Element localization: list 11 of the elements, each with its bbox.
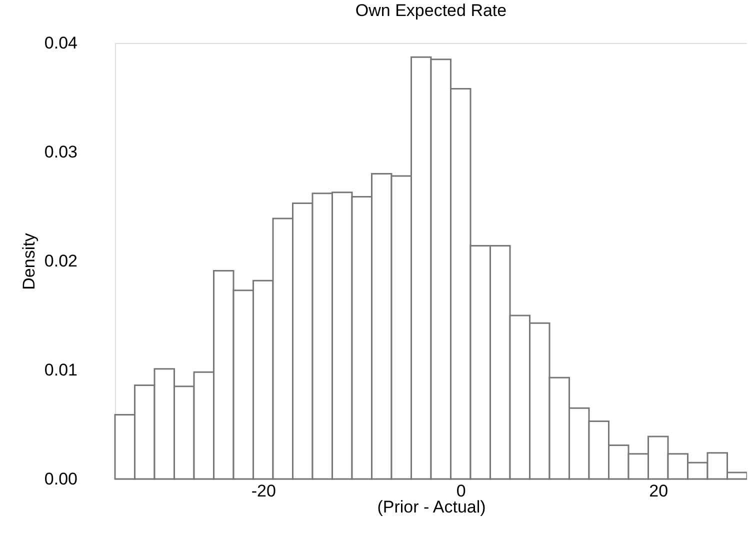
y-tick-label: 0.04 (44, 34, 78, 52)
y-axis-title: Density (19, 232, 38, 290)
chart-title: Own Expected Rate (355, 1, 507, 20)
y-tick-label: 0.00 (44, 470, 78, 488)
x-axis-title: (Prior - Actual) (377, 498, 486, 516)
x-tick-label: 0 (456, 482, 466, 500)
x-tick-label: 20 (649, 482, 668, 500)
x-tick-label: -20 (251, 482, 276, 500)
y-tick-label: 0.03 (44, 142, 78, 162)
y-tick-label: 0.02 (44, 252, 78, 270)
y-tick-label: 0.01 (44, 360, 78, 380)
